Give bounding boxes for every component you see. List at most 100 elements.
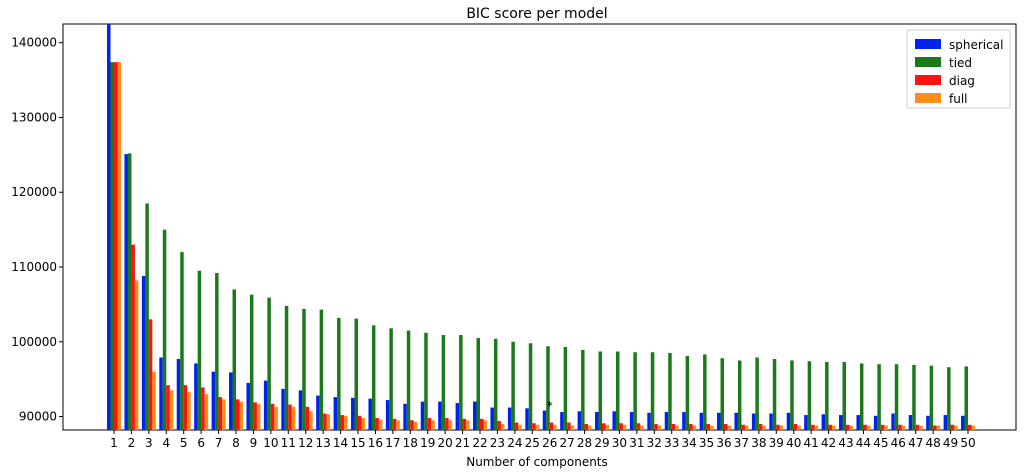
bar-tied bbox=[424, 332, 428, 430]
legend-swatch-spherical bbox=[915, 39, 941, 49]
bar-tied bbox=[563, 347, 568, 430]
bar-full bbox=[849, 425, 853, 430]
bar-tied bbox=[859, 363, 864, 430]
bar-full bbox=[431, 420, 435, 430]
bar-diag bbox=[776, 424, 780, 430]
y-axis: 90000 100000 110000 120000 130000 140000 bbox=[11, 36, 63, 424]
legend: spherical tied diag full bbox=[906, 29, 1011, 109]
bar-tied bbox=[703, 354, 707, 430]
bar-diag bbox=[340, 415, 345, 430]
bar-full bbox=[222, 399, 226, 430]
bar-full bbox=[535, 424, 540, 430]
bar-full bbox=[640, 425, 644, 430]
bar-full bbox=[274, 406, 278, 430]
bar-spherical bbox=[351, 397, 355, 430]
bar-spherical bbox=[943, 415, 948, 430]
x-tick-label: 20 bbox=[438, 436, 453, 450]
bar-full bbox=[117, 62, 121, 430]
x-tick-label: 27 bbox=[560, 436, 575, 450]
bar-diag bbox=[846, 424, 850, 430]
chart-title: BIC score per model bbox=[466, 6, 607, 22]
bar-diag bbox=[933, 425, 937, 430]
bar-diag bbox=[462, 418, 467, 430]
bar-spherical bbox=[769, 413, 773, 430]
y-tick-label: 100000 bbox=[11, 335, 57, 349]
bar-full bbox=[396, 420, 400, 430]
bar-full bbox=[762, 425, 766, 430]
legend-label-tied: tied bbox=[949, 56, 972, 70]
bar-diag bbox=[166, 385, 170, 430]
y-tick-label: 140000 bbox=[11, 36, 57, 50]
bar-spherical bbox=[699, 412, 704, 430]
bar-spherical bbox=[856, 415, 860, 430]
bar-diag bbox=[636, 423, 641, 430]
x-tick-label: 30 bbox=[612, 436, 627, 450]
x-tick-label: 25 bbox=[525, 436, 540, 450]
bar-tied bbox=[162, 229, 167, 430]
bar-spherical bbox=[873, 415, 878, 430]
bar-tied bbox=[215, 272, 219, 430]
bar-tied bbox=[354, 318, 358, 430]
bar-tied bbox=[284, 305, 289, 430]
bar-full bbox=[326, 414, 331, 430]
bar-tied bbox=[145, 203, 149, 430]
bar-diag bbox=[270, 403, 275, 430]
x-tick-label: 45 bbox=[873, 436, 888, 450]
bar-spherical bbox=[595, 412, 599, 430]
bar-spherical bbox=[734, 412, 738, 430]
bar-diag bbox=[549, 422, 554, 430]
bar-full bbox=[518, 424, 522, 430]
bar-tied bbox=[894, 364, 899, 430]
bar-tied bbox=[319, 309, 324, 430]
x-tick-label: 21 bbox=[455, 436, 470, 450]
x-tick-label: 33 bbox=[664, 436, 679, 450]
bar-diag bbox=[114, 62, 118, 430]
bar-tied bbox=[127, 153, 132, 430]
bar-full bbox=[256, 403, 261, 430]
bar-full bbox=[866, 425, 871, 430]
bar-diag bbox=[532, 423, 536, 430]
bar-diag bbox=[288, 404, 292, 430]
x-tick-label: 13 bbox=[316, 436, 331, 450]
x-tick-label: 14 bbox=[333, 436, 348, 450]
bar-full bbox=[187, 391, 191, 430]
x-tick-label: 10 bbox=[263, 436, 278, 450]
bar-diag bbox=[497, 421, 501, 430]
bar-spherical bbox=[385, 400, 390, 430]
bar-spherical bbox=[141, 275, 146, 430]
x-tick-label: 41 bbox=[804, 436, 819, 450]
bar-spherical bbox=[839, 415, 843, 430]
x-tick-label: 16 bbox=[368, 436, 383, 450]
bar-full bbox=[657, 425, 662, 430]
bar-diag bbox=[305, 406, 310, 430]
x-tick-label: 4 bbox=[162, 436, 170, 450]
bar-diag bbox=[445, 418, 449, 430]
x-tick-label: 29 bbox=[594, 436, 609, 450]
legend-swatch-diag bbox=[915, 75, 941, 85]
x-tick-label: 32 bbox=[647, 436, 662, 450]
bar-tied bbox=[249, 294, 254, 430]
bar-diag bbox=[375, 418, 379, 430]
bar-full bbox=[622, 424, 627, 430]
bar-full bbox=[483, 420, 487, 430]
x-tick-label: 46 bbox=[891, 436, 906, 450]
bar-diag bbox=[236, 399, 240, 430]
bar-spherical bbox=[455, 403, 460, 430]
bar-diag bbox=[741, 424, 745, 430]
bar-diag bbox=[863, 424, 867, 430]
bar-full bbox=[919, 425, 923, 430]
bar-full bbox=[884, 425, 888, 430]
bar-full bbox=[779, 425, 784, 430]
bar-spherical bbox=[560, 412, 564, 430]
bar-tied bbox=[825, 361, 829, 430]
bar-tied bbox=[720, 358, 724, 430]
bar-spherical bbox=[664, 412, 669, 430]
bar-full bbox=[936, 425, 941, 430]
bar-tied bbox=[389, 328, 393, 430]
bar-spherical bbox=[124, 154, 128, 431]
bar-full bbox=[954, 425, 958, 430]
legend-label-diag: diag bbox=[949, 74, 975, 88]
bars-group: * bbox=[107, 24, 975, 431]
bar-full bbox=[744, 425, 749, 430]
bar-spherical bbox=[804, 415, 808, 430]
